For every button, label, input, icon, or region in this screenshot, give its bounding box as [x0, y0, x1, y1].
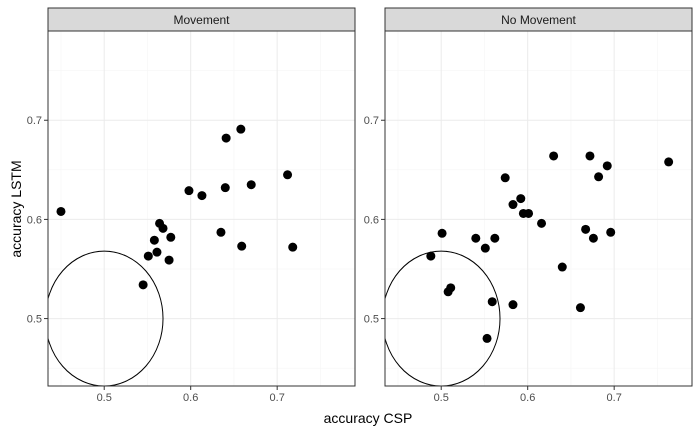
data-point	[508, 300, 518, 310]
data-point	[575, 303, 585, 313]
x-tick-label: 0.6	[520, 392, 535, 404]
y-axis-title: accuracy LSTM	[8, 160, 24, 257]
panel-border	[47, 30, 356, 387]
x-tick-label: 0.7	[270, 392, 285, 404]
data-point	[236, 124, 246, 134]
data-point	[537, 218, 547, 228]
data-point	[56, 206, 66, 216]
data-point	[602, 161, 612, 171]
data-point	[549, 151, 559, 161]
x-tick-label: 0.7	[607, 392, 622, 404]
x-tick-label: 0.6	[183, 392, 198, 404]
facet-label-no-movement: No Movement	[501, 13, 576, 27]
panel-border	[384, 30, 693, 387]
facet-panel-movement: Movement 0.5 0.6 0.7 0.5 0.6 0.7	[27, 7, 356, 404]
data-point	[490, 233, 500, 243]
y-axis-ticks: 0.5 0.6 0.7	[364, 115, 385, 326]
data-point	[664, 157, 674, 167]
data-point	[283, 170, 293, 180]
data-points	[426, 151, 674, 343]
data-point	[426, 251, 436, 261]
data-point	[581, 224, 591, 234]
data-point	[143, 251, 153, 261]
data-point	[184, 186, 194, 196]
data-point	[197, 191, 207, 201]
y-tick-label: 0.6	[27, 214, 42, 226]
data-point	[166, 232, 176, 242]
data-point	[246, 180, 256, 190]
y-tick-label: 0.5	[27, 314, 42, 326]
x-axis-ticks: 0.5 0.6 0.7	[97, 386, 285, 404]
data-point	[220, 183, 230, 193]
data-point	[557, 262, 567, 272]
x-tick-label: 0.5	[97, 392, 112, 404]
data-point	[437, 228, 447, 238]
y-tick-label: 0.5	[364, 314, 379, 326]
data-point	[594, 172, 604, 182]
data-point	[152, 247, 162, 257]
data-point	[585, 151, 595, 161]
data-point	[149, 235, 159, 245]
data-point	[500, 173, 510, 183]
data-point	[288, 242, 298, 252]
data-point	[221, 133, 231, 143]
facet-label-movement: Movement	[173, 13, 230, 27]
data-point	[164, 255, 174, 265]
data-point	[487, 297, 497, 307]
y-tick-label: 0.7	[27, 115, 42, 127]
data-points	[56, 124, 298, 290]
data-point	[216, 227, 226, 237]
panel-grid	[385, 31, 692, 386]
data-point	[516, 194, 526, 204]
data-point	[508, 200, 518, 210]
data-point	[524, 208, 534, 218]
data-point	[480, 243, 490, 253]
data-point	[446, 283, 456, 293]
data-point	[158, 223, 168, 233]
data-point	[237, 241, 247, 251]
x-axis-title: accuracy CSP	[324, 410, 413, 426]
data-point	[588, 233, 598, 243]
x-axis-ticks: 0.5 0.6 0.7	[434, 386, 622, 404]
y-axis-ticks: 0.5 0.6 0.7	[27, 115, 48, 326]
y-tick-label: 0.6	[364, 214, 379, 226]
facet-panel-no-movement: No Movement 0.5 0.6 0.7 0.5 0.6 0.7	[364, 7, 693, 404]
data-point	[471, 233, 481, 243]
data-point	[482, 333, 492, 343]
data-point	[138, 280, 148, 290]
y-tick-label: 0.7	[364, 115, 379, 127]
data-point	[606, 227, 616, 237]
x-tick-label: 0.5	[434, 392, 449, 404]
